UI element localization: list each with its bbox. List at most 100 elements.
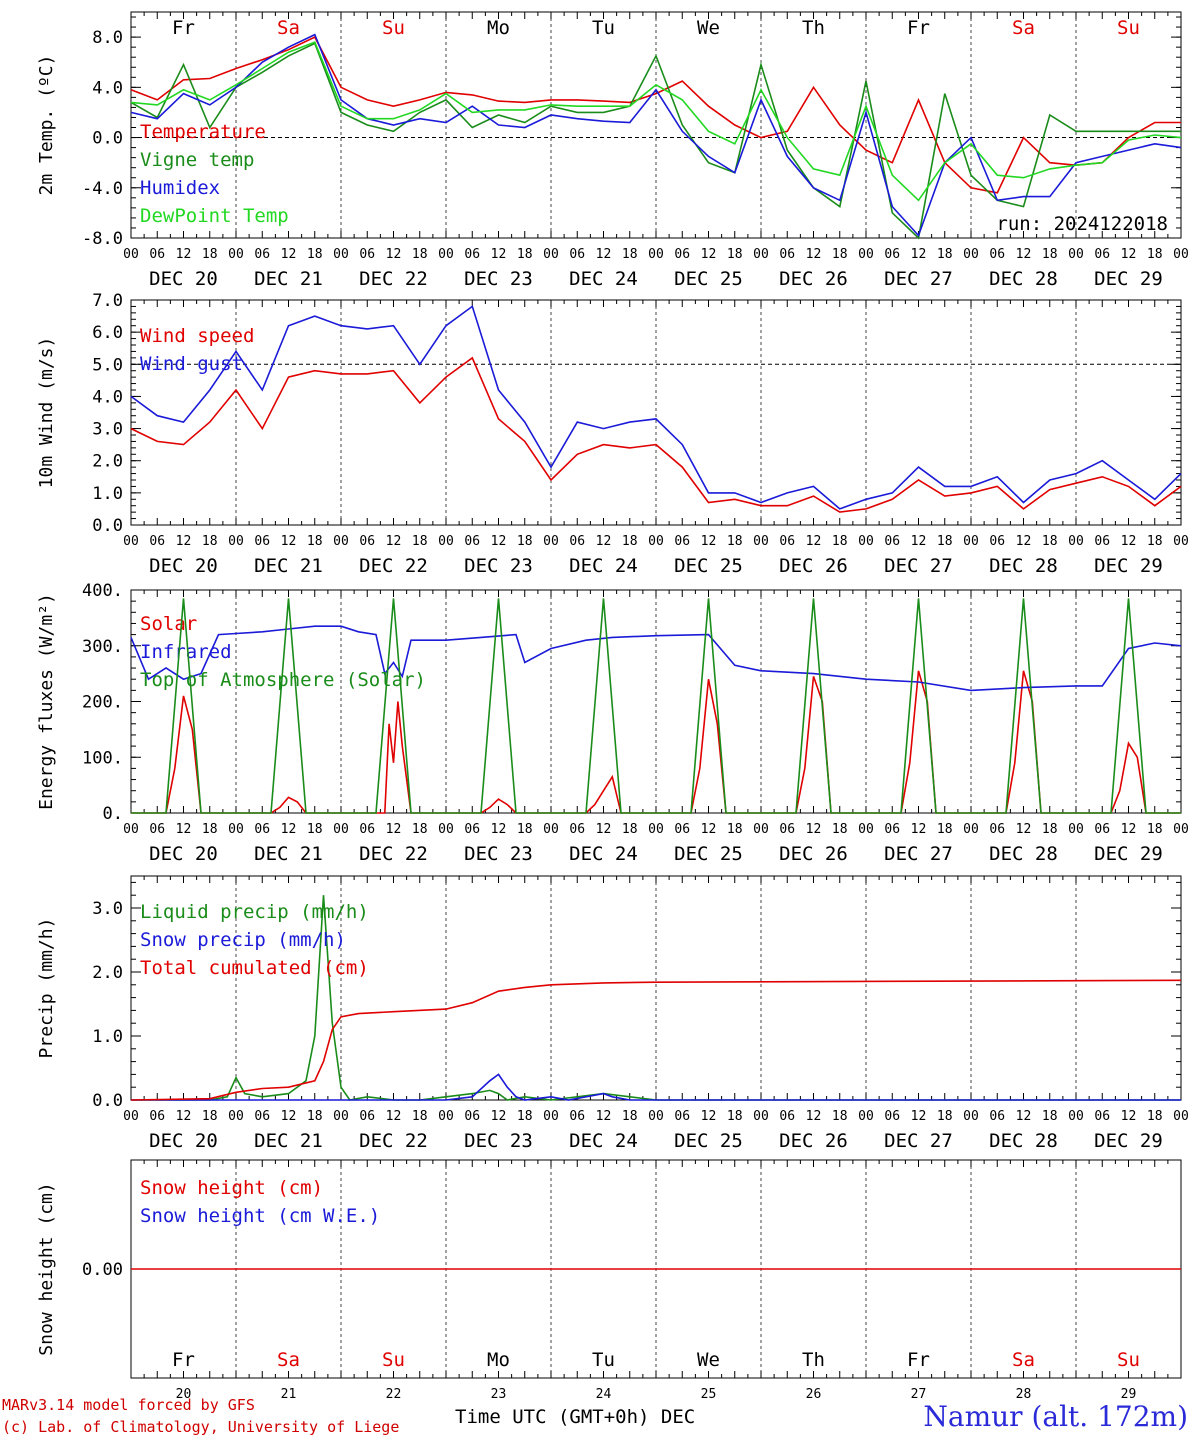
y-tick-label: 0.0 — [92, 1091, 123, 1111]
x-tick-label: 00 — [228, 1109, 244, 1124]
x-tick-label: 00 — [1173, 534, 1189, 549]
panel-4: 0.0 1.0 2.0 3.0 Precip (mm/h) 00 06 12 18 DEC 20 0… — [36, 875, 1189, 1152]
weekday-label: Mo — [487, 1349, 510, 1371]
weekday-label: Fr — [907, 17, 930, 39]
weekday-label: Su — [382, 17, 405, 39]
x-tick-label: 00 — [543, 822, 559, 837]
panel-5: 0.00 Snow height (cm) Fr Sa Su Mo Tu We Th Fr Sa Su… — [36, 1159, 1182, 1400]
x-tick-label: 18 — [622, 247, 638, 262]
x-tick-label: 06 — [254, 822, 270, 837]
weekday-label: Sa — [1012, 1349, 1035, 1371]
panel-2: 0.0 1.0 2.0 3.0 4.0 5.0 6.0 7.0 10m Wind (m/s) 00… — [36, 291, 1189, 577]
day-label: DEC 27 — [884, 1130, 953, 1152]
x-tick-label: 00 — [543, 247, 559, 262]
x-tick-label: 00 — [648, 822, 664, 837]
x-tick-label: 18 — [412, 534, 428, 549]
x-tick-label: 06 — [149, 247, 165, 262]
x-tick-label: 12 — [1121, 822, 1137, 837]
x-tick-label: 12 — [176, 822, 192, 837]
weekday-label: We — [697, 1349, 720, 1371]
day-number-label: 20 — [176, 1387, 192, 1400]
legend-entry: Liquid precip (mm/h) — [140, 901, 369, 923]
x-tick-label: 00 — [228, 822, 244, 837]
x-tick-label: 12 — [806, 1109, 822, 1124]
x-tick-label: 00 — [1068, 822, 1084, 837]
x-tick-label: 18 — [832, 1109, 848, 1124]
x-tick-label: 00 — [1173, 247, 1189, 262]
x-tick-label: 00 — [123, 822, 139, 837]
x-tick-label: 18 — [202, 1109, 218, 1124]
x-tick-label: 00 — [753, 247, 769, 262]
y-tick-label: 7.0 — [92, 291, 123, 311]
legend-entry: Total cumulated (cm) — [140, 957, 369, 979]
x-tick-label: 18 — [202, 534, 218, 549]
y-tick-label: 0.0 — [92, 516, 123, 536]
x-tick-label: 00 — [1173, 822, 1189, 837]
x-tick-label: 12 — [1121, 247, 1137, 262]
meteogram: -8.0 -4.0 0.0 4.0 8.0 2m Temp. (ºC) 00 06 12 18 DE… — [36, 11, 1189, 1400]
x-tick-label: 00 — [123, 1109, 139, 1124]
x-tick-label: 12 — [806, 247, 822, 262]
x-tick-label: 06 — [569, 1109, 585, 1124]
series-line — [130, 36, 1181, 194]
x-tick-label: 18 — [1147, 247, 1163, 262]
y-tick-label: -8.0 — [82, 229, 123, 249]
y-axis-label: 10m Wind (m/s) — [36, 337, 57, 489]
x-tick-label: 12 — [596, 822, 612, 837]
x-tick-label: 18 — [517, 247, 533, 262]
x-tick-label: 00 — [543, 1109, 559, 1124]
day-label: DEC 29 — [1094, 555, 1163, 577]
x-tick-label: 06 — [989, 534, 1005, 549]
x-tick-label: 12 — [596, 534, 612, 549]
x-tick-label: 00 — [963, 1109, 979, 1124]
weekday-label: Sa — [277, 1349, 300, 1371]
y-tick-label: 0.00 — [82, 1260, 123, 1280]
x-tick-label: 00 — [333, 247, 349, 262]
day-label: DEC 26 — [779, 1130, 848, 1152]
x-tick-label: 12 — [806, 822, 822, 837]
x-tick-label: 18 — [937, 247, 953, 262]
x-tick-label: 12 — [281, 1109, 297, 1124]
day-number-label: 27 — [911, 1387, 927, 1400]
x-tick-label: 06 — [254, 534, 270, 549]
x-tick-label: 06 — [674, 822, 690, 837]
legend-entry: DewPoint Temp — [140, 205, 289, 227]
panel-1: -8.0 -4.0 0.0 4.0 8.0 2m Temp. (ºC) 00 06 12 18 DE… — [36, 11, 1189, 290]
x-tick-label: 12 — [176, 1109, 192, 1124]
x-tick-label: 00 — [123, 534, 139, 549]
day-label: DEC 26 — [779, 843, 848, 865]
x-tick-label: 06 — [149, 822, 165, 837]
legend-entry: Wind speed — [140, 325, 254, 347]
weekday-label: Tu — [592, 1349, 615, 1371]
y-tick-label: 100. — [82, 748, 123, 768]
y-tick-label: 4.0 — [92, 78, 123, 98]
x-tick-label: 18 — [307, 534, 323, 549]
x-tick-label: 12 — [596, 1109, 612, 1124]
x-tick-label: 18 — [1042, 534, 1058, 549]
day-label: DEC 28 — [989, 1130, 1058, 1152]
x-tick-label: 00 — [858, 247, 874, 262]
legend-entry: Snow precip (mm/h) — [140, 929, 346, 951]
x-tick-label: 00 — [438, 534, 454, 549]
day-label: DEC 28 — [989, 843, 1058, 865]
y-axis-label: Snow height (cm) — [36, 1182, 57, 1355]
x-tick-label: 06 — [359, 247, 375, 262]
x-tick-label: 06 — [674, 534, 690, 549]
x-tick-label: 00 — [753, 822, 769, 837]
weekday-label: Su — [382, 1349, 405, 1371]
day-label: DEC 24 — [569, 843, 638, 865]
legend-entry: Infrared — [140, 641, 232, 663]
x-tick-label: 12 — [386, 1109, 402, 1124]
x-tick-label: 12 — [701, 534, 717, 549]
series-line — [131, 895, 1181, 1101]
y-tick-label: 8.0 — [92, 28, 123, 48]
y-tick-label: 0.0 — [92, 129, 123, 149]
day-label: DEC 28 — [989, 268, 1058, 290]
x-tick-label: 18 — [517, 1109, 533, 1124]
x-tick-label: 06 — [359, 1109, 375, 1124]
station-name: Namur (alt. 172m) — [923, 1400, 1188, 1433]
x-tick-label: 00 — [858, 822, 874, 837]
x-tick-label: 06 — [779, 247, 795, 262]
x-tick-label: 18 — [832, 534, 848, 549]
x-tick-label: 00 — [1068, 534, 1084, 549]
